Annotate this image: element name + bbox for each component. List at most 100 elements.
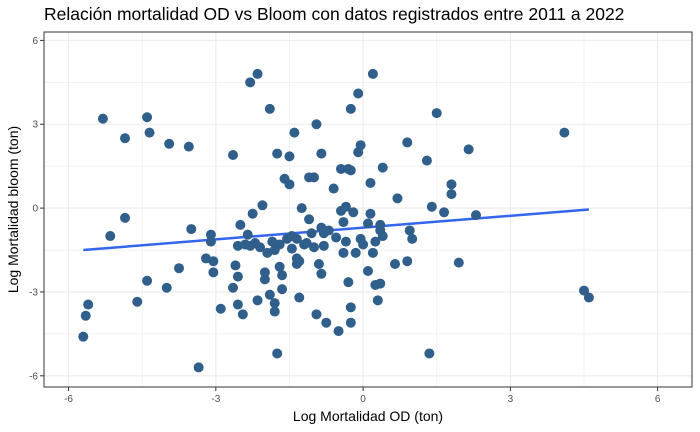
data-point	[296, 203, 307, 214]
data-point	[311, 119, 322, 130]
data-point	[252, 295, 263, 306]
data-point	[274, 239, 285, 250]
data-point	[257, 200, 268, 211]
panel-border	[43, 31, 693, 388]
data-point	[78, 331, 89, 342]
data-point	[345, 103, 356, 114]
data-point	[370, 236, 381, 247]
data-point	[343, 277, 354, 288]
data-point	[269, 306, 280, 317]
data-point	[424, 348, 435, 359]
data-point	[301, 238, 312, 249]
data-point	[471, 210, 481, 221]
data-point	[105, 231, 116, 242]
data-point	[363, 218, 373, 229]
data-point	[277, 270, 288, 281]
data-point	[431, 108, 442, 119]
data-point	[331, 232, 342, 243]
x-tick-label: 0	[360, 394, 366, 405]
data-point	[277, 284, 288, 295]
data-point	[255, 242, 265, 253]
data-point	[186, 224, 197, 235]
data-point	[377, 231, 388, 242]
data-point	[340, 201, 351, 212]
data-points	[78, 68, 594, 373]
data-point	[83, 299, 94, 310]
chart-title: Relación mortalidad OD vs Bloom con dato…	[44, 4, 625, 24]
data-point	[274, 261, 285, 272]
data-point	[446, 179, 457, 190]
data-point	[183, 141, 194, 152]
data-point	[309, 242, 319, 253]
x-tick-label: -3	[211, 394, 220, 405]
data-point	[304, 214, 315, 225]
data-point	[284, 151, 295, 162]
data-point	[205, 229, 216, 240]
data-point	[348, 207, 359, 218]
data-point	[402, 137, 413, 148]
data-point	[208, 267, 219, 278]
data-point	[392, 193, 403, 204]
data-point	[316, 268, 327, 279]
data-point	[161, 282, 172, 293]
data-point	[272, 148, 283, 159]
data-point	[328, 183, 339, 194]
data-point	[264, 289, 275, 300]
data-point	[259, 274, 270, 285]
data-point	[291, 233, 302, 244]
data-point	[306, 228, 317, 239]
data-point	[174, 263, 184, 274]
y-tick-label: 6	[32, 36, 38, 47]
data-point	[289, 127, 300, 138]
data-point	[232, 271, 243, 282]
data-point	[363, 265, 373, 276]
data-point	[345, 165, 356, 176]
data-point	[377, 162, 388, 173]
data-point	[228, 282, 238, 293]
data-point	[208, 256, 219, 267]
data-point	[230, 260, 241, 271]
data-point	[367, 247, 378, 258]
data-point	[309, 172, 319, 183]
data-point	[264, 103, 275, 114]
data-point	[407, 233, 418, 244]
data-point	[350, 247, 361, 258]
data-point	[365, 208, 376, 219]
data-point	[355, 140, 366, 151]
y-tick-label: -3	[29, 287, 38, 298]
data-point	[286, 243, 297, 254]
data-point	[269, 298, 280, 309]
trend-line-group	[83, 208, 590, 252]
data-point	[242, 229, 253, 240]
data-point	[421, 155, 432, 166]
data-point	[579, 285, 589, 296]
data-point	[365, 177, 376, 188]
data-point	[323, 225, 334, 236]
data-point	[284, 179, 295, 190]
x-tick-label: -6	[64, 394, 73, 405]
data-point	[259, 267, 270, 278]
data-point	[294, 292, 305, 303]
data-point	[340, 236, 351, 247]
data-point	[97, 113, 108, 124]
data-point	[245, 77, 256, 88]
data-point	[559, 127, 570, 138]
x-tick-label: 3	[508, 394, 514, 405]
axis-ticks: -6 -3 0 3 6 -6 -3 0 3 6	[29, 36, 661, 405]
data-point	[446, 189, 457, 200]
data-point	[205, 236, 216, 247]
data-point	[232, 299, 243, 310]
data-point	[353, 88, 364, 99]
data-point	[463, 144, 474, 155]
x-tick-label: 6	[655, 394, 661, 405]
data-point	[215, 303, 226, 314]
x-axis-title: Log Mortalidad OD (ton)	[293, 408, 443, 424]
data-point	[390, 259, 400, 270]
data-point	[313, 259, 324, 270]
data-point	[193, 362, 204, 373]
data-point	[294, 256, 305, 267]
y-tick-label: 3	[32, 120, 38, 131]
data-point	[318, 240, 329, 251]
data-point	[80, 310, 91, 321]
data-point	[426, 201, 437, 212]
